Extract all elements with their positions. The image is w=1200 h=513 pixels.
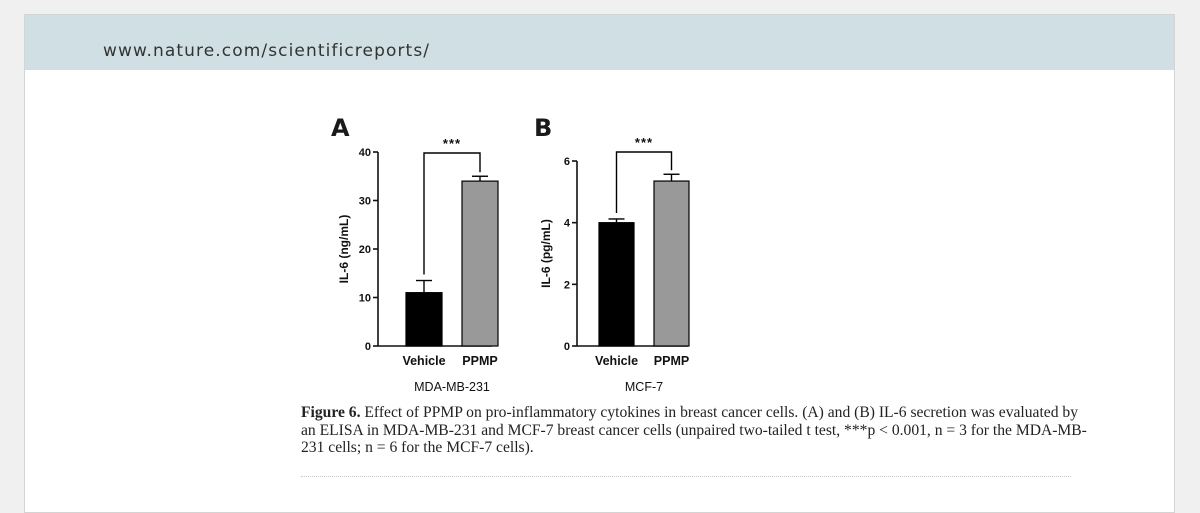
y-tick-label: 10	[359, 293, 371, 305]
panel-label-a: A	[331, 114, 350, 142]
significance-bracket	[615, 151, 673, 213]
panel-label-b: B	[534, 114, 553, 142]
y-tick-label: 6	[564, 156, 570, 168]
y-tick-label: 0	[564, 341, 570, 353]
x-axis-title: MCF-7	[625, 380, 663, 394]
y-tick-label: 40	[359, 147, 371, 159]
site-url[interactable]: www.nature.com/scientificreports/	[103, 41, 431, 61]
chart-a: 0 10 20 30 40 IL-6 (ng/mL) Vehicle PPMP *** MDA-M…	[337, 136, 499, 394]
x-tick-label: Vehicle	[402, 354, 445, 368]
y-axis-title: IL-6 (pg/mL)	[539, 219, 553, 288]
bar-vehicle	[598, 222, 635, 347]
article-page: www.nature.com/scientificreports/	[24, 14, 1175, 513]
site-header: www.nature.com/scientificreports/	[25, 15, 1174, 70]
figure-panel-a: A 0 10 20 30 40 IL-6 (ng/mL) Vehicle PPMP *** MDA…	[300, 100, 510, 405]
y-axis-title: IL-6 (ng/mL)	[337, 215, 351, 284]
significance-label: ***	[635, 135, 653, 150]
bar-vehicle	[405, 292, 443, 347]
figure-caption: Figure 6. Effect of PPMP on pro-inflamma…	[301, 404, 1091, 457]
x-tick-label: Vehicle	[595, 354, 638, 368]
bar-ppmp	[653, 180, 690, 347]
y-tick-label: 4	[564, 218, 571, 230]
significance-label: ***	[443, 136, 461, 151]
significance-bracket	[423, 152, 481, 275]
y-tick-label: 0	[365, 341, 371, 353]
figure-panel-b: B 0 2 4 6 IL-6 (pg/mL) Vehicle PPMP *** MCF-7	[500, 100, 710, 405]
figure-label: Figure 6.	[301, 404, 361, 421]
caption-text: Effect of PPMP on pro-inflammatory cytok…	[301, 404, 1087, 456]
y-tick-label: 2	[564, 279, 570, 291]
y-tick-label: 30	[359, 196, 371, 208]
bar-ppmp	[461, 180, 499, 347]
x-axis-title: MDA-MB-231	[414, 380, 490, 394]
x-tick-label: PPMP	[462, 354, 497, 368]
caption-divider	[301, 476, 1071, 477]
y-tick-label: 20	[359, 244, 371, 256]
x-tick-label: PPMP	[654, 354, 689, 368]
chart-b: 0 2 4 6 IL-6 (pg/mL) Vehicle PPMP *** MCF-7	[539, 135, 690, 394]
